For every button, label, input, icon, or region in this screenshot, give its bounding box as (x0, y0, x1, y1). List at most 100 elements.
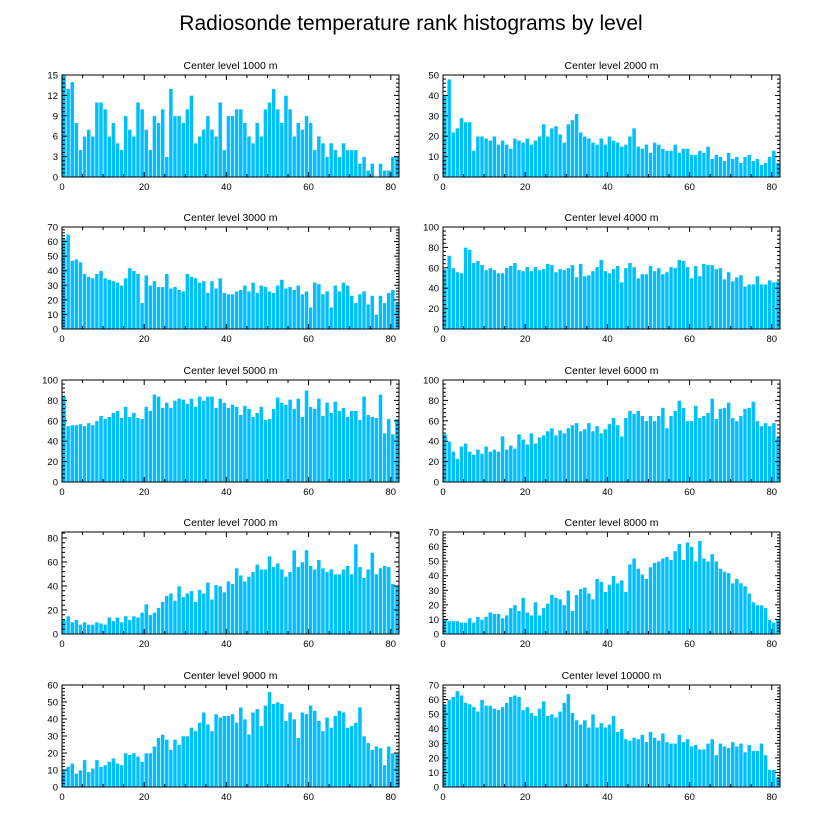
y-tick-label: 0 (434, 630, 439, 641)
histogram-bar (390, 156, 396, 178)
histogram-bar (455, 620, 460, 635)
histogram-bar (197, 282, 203, 330)
plot-frame (61, 74, 400, 178)
histogram-bar (102, 418, 108, 483)
histogram-bar (685, 420, 690, 483)
histogram-bar (467, 703, 473, 788)
plot-frame (442, 74, 781, 178)
histogram-bar (361, 735, 367, 788)
histogram-bar (209, 129, 215, 178)
y-tick-label: 20 (428, 304, 439, 315)
histogram-bar (759, 604, 764, 635)
histogram-bar (607, 423, 612, 483)
histogram-bar (722, 160, 727, 178)
histogram-bar (300, 416, 305, 483)
histogram-bar (139, 108, 145, 178)
histogram-bar (738, 582, 744, 635)
plot-frame (442, 226, 781, 330)
y-tick-label: 60 (47, 237, 58, 248)
y-tick-label: 10 (47, 310, 58, 321)
histogram-bar (574, 113, 579, 178)
histogram-bar (382, 764, 387, 788)
histogram-bar (767, 425, 773, 483)
histogram-bar (463, 247, 468, 330)
histogram-bar (529, 712, 534, 788)
histogram-bar (746, 407, 752, 483)
histogram-bar (611, 417, 616, 483)
histogram-bar (279, 122, 285, 178)
histogram-bar (332, 401, 338, 483)
histogram-bar (189, 276, 194, 330)
histogram-bar (701, 557, 707, 635)
histogram-bar (672, 267, 678, 330)
histogram-bar (537, 708, 542, 788)
histogram-bar (763, 283, 768, 330)
histogram-bar (156, 122, 161, 178)
histogram-bar (328, 306, 334, 330)
histogram-bar (775, 619, 781, 635)
histogram-bar (586, 592, 592, 635)
x-tick-label: 0 (59, 487, 64, 498)
histogram-bar (345, 416, 350, 483)
histogram-bar (332, 715, 338, 788)
histogram-bar (275, 562, 281, 635)
histogram-bar (582, 428, 588, 483)
x-tick-label: 40 (602, 792, 613, 803)
histogram-bar (504, 267, 510, 330)
histogram-bar (176, 289, 182, 330)
y-tick-label: 80 (428, 243, 439, 254)
histogram-bar (345, 727, 350, 788)
histogram-bar (217, 585, 223, 635)
histogram-bar (619, 146, 625, 178)
histogram-bar (689, 745, 694, 788)
y-tick-label: 40 (47, 266, 58, 277)
histogram-bar (74, 122, 79, 178)
histogram-bar (594, 425, 600, 483)
histogram-bar (131, 752, 137, 788)
histogram-bar (131, 615, 137, 635)
histogram-bar (672, 550, 678, 635)
histogram-bar (676, 734, 682, 788)
histogram-bar (615, 265, 621, 330)
histogram-bar (594, 144, 600, 178)
histogram-bar (382, 565, 387, 635)
histogram-bar (668, 150, 674, 178)
histogram-bar (65, 615, 71, 635)
x-tick-label: 80 (385, 487, 396, 498)
histogram-bar (246, 135, 252, 178)
histogram-bar (115, 142, 120, 178)
histogram-bar (565, 693, 571, 788)
histogram-bar (312, 710, 318, 788)
histogram-bar (705, 412, 711, 483)
histogram-bar (459, 272, 464, 330)
histogram-bar (553, 125, 559, 178)
histogram-bar (189, 398, 194, 483)
x-tick-label: 0 (440, 334, 445, 345)
histogram-bar (602, 726, 608, 788)
histogram-bar (639, 415, 645, 483)
histogram-bar (471, 622, 477, 635)
x-tick-label: 60 (303, 639, 314, 650)
histogram-bar (238, 414, 244, 483)
histogram-bar (726, 402, 731, 483)
histogram-bar (455, 458, 460, 483)
histogram-bar (164, 595, 170, 635)
histogram-bar (598, 137, 604, 178)
histogram-bar (442, 619, 448, 635)
chart-panel: Center level 4000 m 0 20 40 60 80 0 20 40 60 80 100 (423, 212, 781, 345)
histogram-bar (205, 582, 211, 635)
histogram-bar (242, 405, 248, 483)
histogram-bar (61, 238, 67, 330)
histogram-bar (78, 423, 83, 483)
x-tick-label: 80 (766, 182, 777, 193)
histogram-bar (455, 271, 460, 330)
histogram-bar (561, 142, 567, 178)
y-tick-label: 80 (47, 396, 58, 407)
histogram-bar (750, 160, 756, 178)
y-tick-label: 0 (434, 783, 439, 794)
histogram-bar (598, 259, 604, 330)
histogram-bar (258, 725, 264, 788)
histogram-bar (74, 424, 79, 483)
x-tick-label: 60 (303, 792, 314, 803)
histogram-bar (353, 149, 359, 178)
